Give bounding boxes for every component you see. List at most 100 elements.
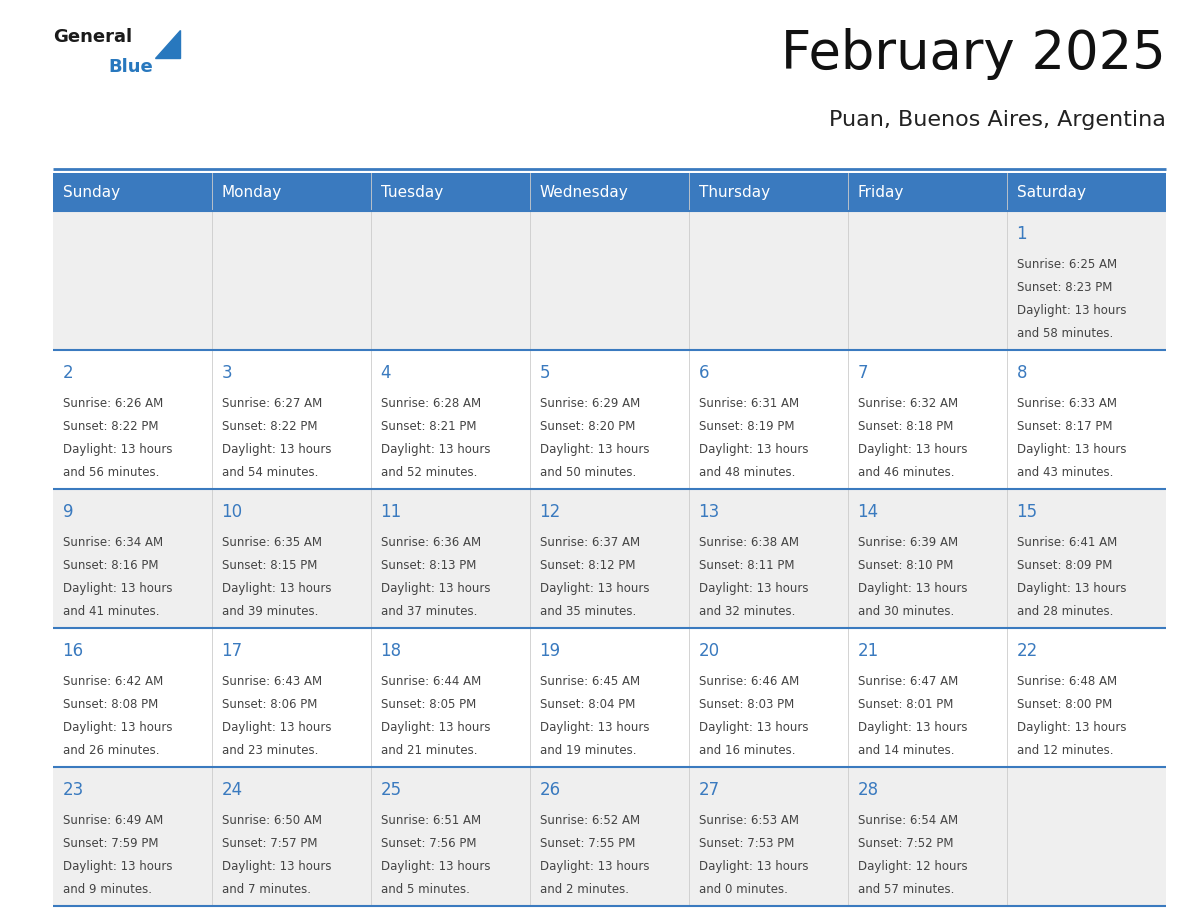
Text: 8: 8 bbox=[1017, 364, 1028, 382]
Text: 14: 14 bbox=[858, 503, 879, 521]
Text: and 32 minutes.: and 32 minutes. bbox=[699, 605, 795, 618]
Text: Daylight: 13 hours: Daylight: 13 hours bbox=[1017, 304, 1126, 317]
Text: Daylight: 13 hours: Daylight: 13 hours bbox=[63, 860, 172, 873]
Text: and 56 minutes.: and 56 minutes. bbox=[63, 466, 159, 479]
Text: and 35 minutes.: and 35 minutes. bbox=[539, 605, 636, 618]
Text: Sunset: 7:52 PM: Sunset: 7:52 PM bbox=[858, 837, 953, 850]
Text: Sunrise: 6:41 AM: Sunrise: 6:41 AM bbox=[1017, 536, 1117, 549]
Bar bbox=[211, 173, 371, 211]
Text: 25: 25 bbox=[380, 781, 402, 799]
Text: Sunrise: 6:50 AM: Sunrise: 6:50 AM bbox=[221, 814, 322, 827]
Bar bbox=[530, 173, 689, 211]
Bar bbox=[53, 211, 1165, 350]
Text: Sunset: 7:56 PM: Sunset: 7:56 PM bbox=[380, 837, 476, 850]
Text: and 30 minutes.: and 30 minutes. bbox=[858, 605, 954, 618]
Text: and 16 minutes.: and 16 minutes. bbox=[699, 744, 795, 757]
Text: 27: 27 bbox=[699, 781, 720, 799]
Text: and 26 minutes.: and 26 minutes. bbox=[63, 744, 159, 757]
Text: Sunset: 7:53 PM: Sunset: 7:53 PM bbox=[699, 837, 794, 850]
Text: Sunset: 8:09 PM: Sunset: 8:09 PM bbox=[1017, 559, 1112, 572]
Text: 28: 28 bbox=[858, 781, 879, 799]
Text: Sunrise: 6:33 AM: Sunrise: 6:33 AM bbox=[1017, 397, 1117, 410]
Text: Sunrise: 6:36 AM: Sunrise: 6:36 AM bbox=[380, 536, 481, 549]
Text: Thursday: Thursday bbox=[699, 185, 770, 199]
Text: Sunrise: 6:35 AM: Sunrise: 6:35 AM bbox=[221, 536, 322, 549]
Text: and 9 minutes.: and 9 minutes. bbox=[63, 883, 152, 896]
Text: 23: 23 bbox=[63, 781, 84, 799]
Text: Sunset: 8:04 PM: Sunset: 8:04 PM bbox=[539, 699, 634, 711]
Text: Sunset: 8:13 PM: Sunset: 8:13 PM bbox=[380, 559, 476, 572]
Text: Sunset: 8:03 PM: Sunset: 8:03 PM bbox=[699, 699, 794, 711]
Text: Sunset: 7:57 PM: Sunset: 7:57 PM bbox=[221, 837, 317, 850]
Text: 6: 6 bbox=[699, 364, 709, 382]
Text: Daylight: 13 hours: Daylight: 13 hours bbox=[1017, 582, 1126, 595]
Text: and 43 minutes.: and 43 minutes. bbox=[1017, 466, 1113, 479]
Bar bbox=[53, 767, 1165, 906]
Text: Daylight: 12 hours: Daylight: 12 hours bbox=[858, 860, 967, 873]
Text: 1: 1 bbox=[1017, 225, 1028, 243]
Text: 2: 2 bbox=[63, 364, 74, 382]
Text: Puan, Buenos Aires, Argentina: Puan, Buenos Aires, Argentina bbox=[829, 110, 1165, 130]
Text: Daylight: 13 hours: Daylight: 13 hours bbox=[380, 443, 489, 456]
Text: Sunrise: 6:37 AM: Sunrise: 6:37 AM bbox=[539, 536, 639, 549]
Text: 10: 10 bbox=[221, 503, 242, 521]
Text: Sunrise: 6:34 AM: Sunrise: 6:34 AM bbox=[63, 536, 163, 549]
Text: and 57 minutes.: and 57 minutes. bbox=[858, 883, 954, 896]
Text: 11: 11 bbox=[380, 503, 402, 521]
Text: Sunset: 8:15 PM: Sunset: 8:15 PM bbox=[221, 559, 317, 572]
Text: 7: 7 bbox=[858, 364, 868, 382]
Text: Sunday: Sunday bbox=[63, 185, 120, 199]
Text: Sunset: 8:00 PM: Sunset: 8:00 PM bbox=[1017, 699, 1112, 711]
Text: Daylight: 13 hours: Daylight: 13 hours bbox=[221, 722, 331, 734]
Text: Daylight: 13 hours: Daylight: 13 hours bbox=[63, 722, 172, 734]
Text: Sunset: 8:01 PM: Sunset: 8:01 PM bbox=[858, 699, 953, 711]
Text: Sunrise: 6:43 AM: Sunrise: 6:43 AM bbox=[221, 676, 322, 688]
Bar bbox=[53, 628, 1165, 767]
Text: Sunrise: 6:26 AM: Sunrise: 6:26 AM bbox=[63, 397, 163, 410]
Text: 13: 13 bbox=[699, 503, 720, 521]
Text: Daylight: 13 hours: Daylight: 13 hours bbox=[539, 443, 649, 456]
Bar bbox=[53, 350, 1165, 489]
Text: Daylight: 13 hours: Daylight: 13 hours bbox=[1017, 722, 1126, 734]
Text: Wednesday: Wednesday bbox=[539, 185, 628, 199]
Text: Daylight: 13 hours: Daylight: 13 hours bbox=[221, 443, 331, 456]
Text: Sunrise: 6:39 AM: Sunrise: 6:39 AM bbox=[858, 536, 958, 549]
Text: Sunset: 8:20 PM: Sunset: 8:20 PM bbox=[539, 420, 634, 433]
Bar bbox=[1007, 173, 1165, 211]
Text: Daylight: 13 hours: Daylight: 13 hours bbox=[539, 860, 649, 873]
Text: Sunset: 8:18 PM: Sunset: 8:18 PM bbox=[858, 420, 953, 433]
Text: Daylight: 13 hours: Daylight: 13 hours bbox=[1017, 443, 1126, 456]
Text: Sunrise: 6:52 AM: Sunrise: 6:52 AM bbox=[539, 814, 639, 827]
Text: 24: 24 bbox=[221, 781, 242, 799]
Text: Friday: Friday bbox=[858, 185, 904, 199]
Text: and 39 minutes.: and 39 minutes. bbox=[221, 605, 318, 618]
Bar bbox=[689, 173, 848, 211]
Text: Daylight: 13 hours: Daylight: 13 hours bbox=[63, 443, 172, 456]
Text: Daylight: 13 hours: Daylight: 13 hours bbox=[63, 582, 172, 595]
Text: Sunset: 8:22 PM: Sunset: 8:22 PM bbox=[63, 420, 158, 433]
Text: and 7 minutes.: and 7 minutes. bbox=[221, 883, 310, 896]
Text: and 41 minutes.: and 41 minutes. bbox=[63, 605, 159, 618]
Text: and 52 minutes.: and 52 minutes. bbox=[380, 466, 476, 479]
Bar bbox=[371, 173, 530, 211]
Text: 19: 19 bbox=[539, 642, 561, 660]
Text: Sunset: 8:17 PM: Sunset: 8:17 PM bbox=[1017, 420, 1112, 433]
Text: Sunrise: 6:47 AM: Sunrise: 6:47 AM bbox=[858, 676, 958, 688]
Text: Sunrise: 6:38 AM: Sunrise: 6:38 AM bbox=[699, 536, 798, 549]
Polygon shape bbox=[154, 30, 181, 58]
Text: Daylight: 13 hours: Daylight: 13 hours bbox=[699, 582, 808, 595]
Text: and 12 minutes.: and 12 minutes. bbox=[1017, 744, 1113, 757]
Text: Sunset: 8:11 PM: Sunset: 8:11 PM bbox=[699, 559, 794, 572]
Text: Sunrise: 6:46 AM: Sunrise: 6:46 AM bbox=[699, 676, 798, 688]
Text: Daylight: 13 hours: Daylight: 13 hours bbox=[858, 722, 967, 734]
Text: Sunrise: 6:49 AM: Sunrise: 6:49 AM bbox=[63, 814, 163, 827]
Bar bbox=[53, 489, 1165, 628]
Bar bbox=[848, 173, 1007, 211]
Text: Sunrise: 6:53 AM: Sunrise: 6:53 AM bbox=[699, 814, 798, 827]
Text: Sunrise: 6:29 AM: Sunrise: 6:29 AM bbox=[539, 397, 640, 410]
Text: 26: 26 bbox=[539, 781, 561, 799]
Text: Sunset: 8:12 PM: Sunset: 8:12 PM bbox=[539, 559, 636, 572]
Text: 3: 3 bbox=[221, 364, 232, 382]
Text: Daylight: 13 hours: Daylight: 13 hours bbox=[699, 722, 808, 734]
Text: Daylight: 13 hours: Daylight: 13 hours bbox=[858, 443, 967, 456]
